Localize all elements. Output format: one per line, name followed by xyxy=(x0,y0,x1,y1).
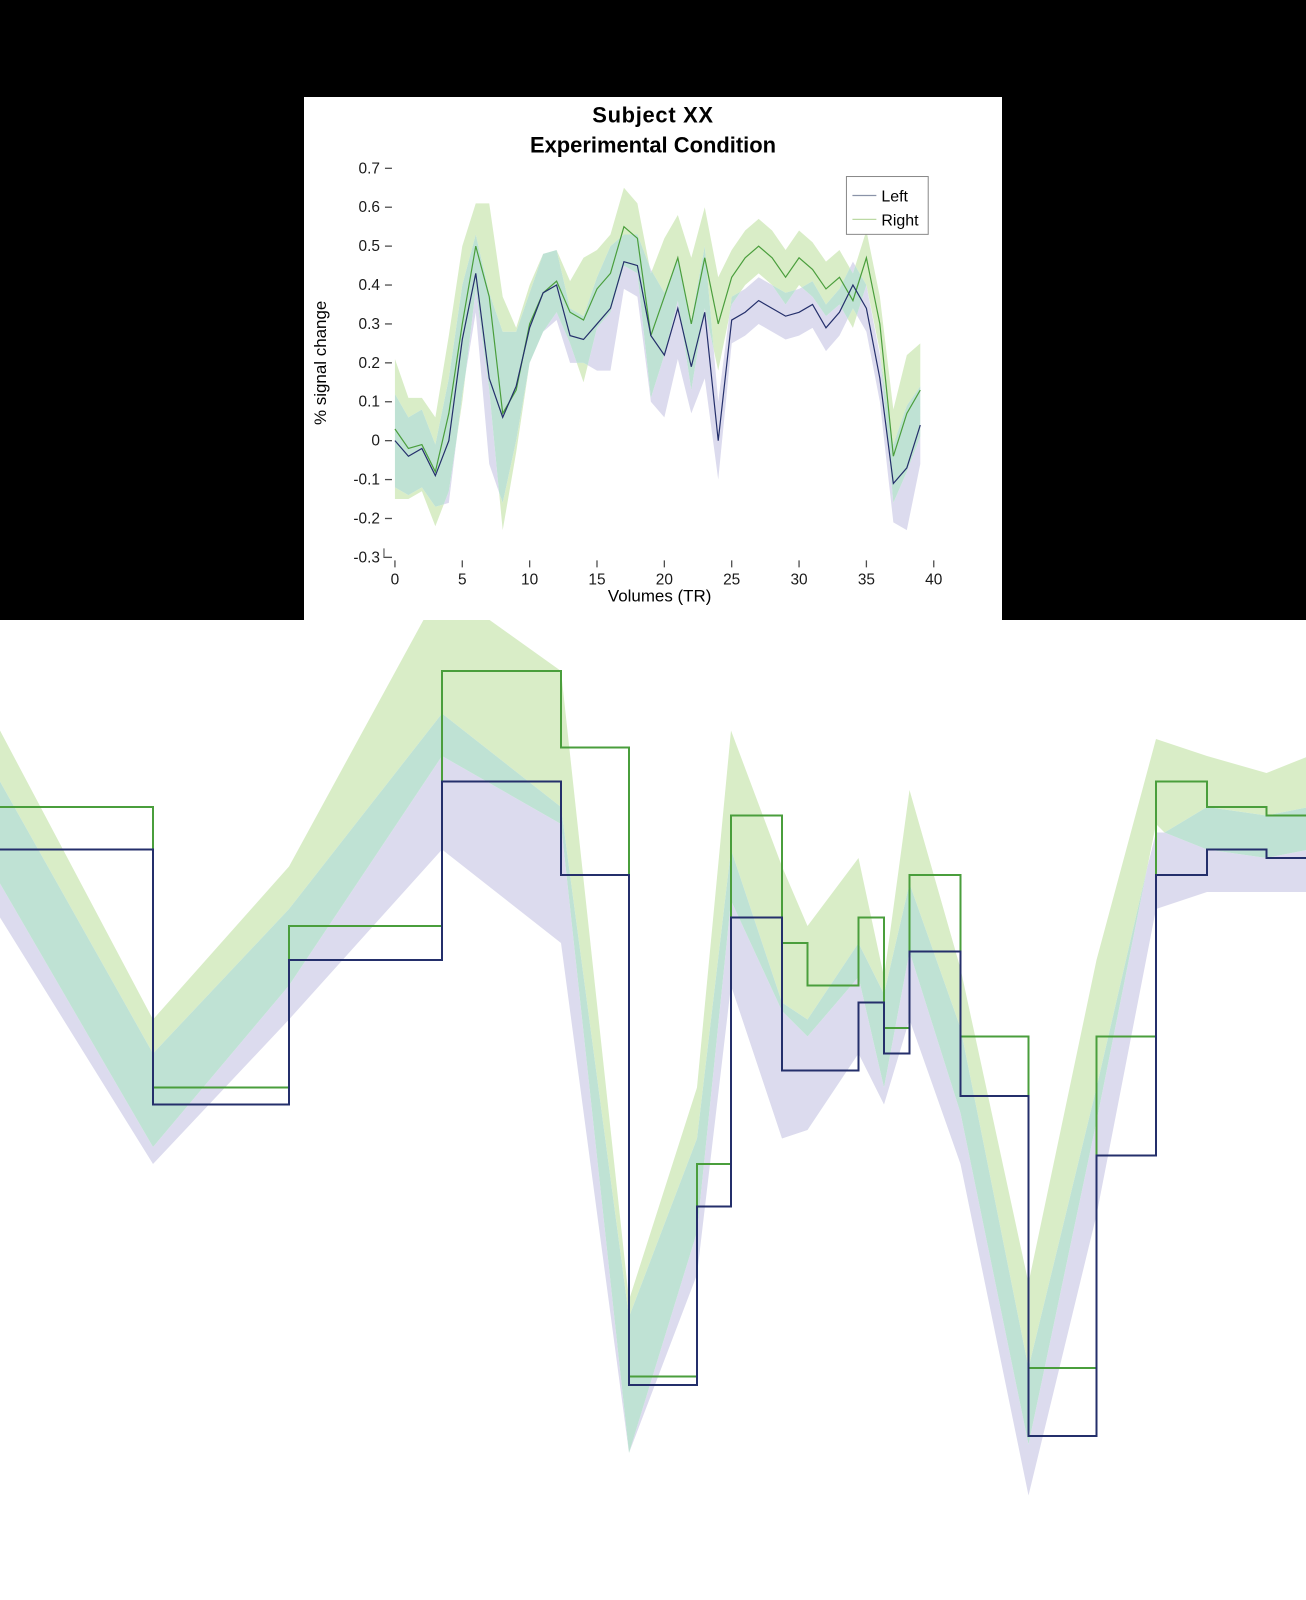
svg-text:0.3: 0.3 xyxy=(359,316,380,333)
svg-text:5: 5 xyxy=(458,571,467,588)
svg-text:0.7: 0.7 xyxy=(359,160,380,177)
svg-text:0.4: 0.4 xyxy=(359,277,381,294)
svg-text:0: 0 xyxy=(371,433,380,450)
svg-text:0.6: 0.6 xyxy=(359,199,380,216)
svg-text:0.1: 0.1 xyxy=(359,394,380,411)
svg-text:Subject XX: Subject XX xyxy=(592,103,714,128)
svg-text:0.2: 0.2 xyxy=(359,355,380,372)
svg-text:10: 10 xyxy=(521,571,538,588)
svg-text:0.5: 0.5 xyxy=(359,238,380,255)
svg-text:-0.1: -0.1 xyxy=(353,472,380,489)
svg-text:15: 15 xyxy=(588,571,605,588)
svg-text:% signal change: % signal change xyxy=(311,301,330,425)
svg-text:30: 30 xyxy=(790,571,807,588)
svg-text:Right: Right xyxy=(881,212,919,229)
svg-text:35: 35 xyxy=(858,571,875,588)
svg-text:40: 40 xyxy=(925,571,942,588)
svg-text:Experimental Condition: Experimental Condition xyxy=(530,133,776,158)
svg-text:-0.3: -0.3 xyxy=(353,549,380,566)
svg-text:25: 25 xyxy=(723,571,740,588)
svg-text:Left: Left xyxy=(881,188,908,205)
svg-text:Volumes (TR): Volumes (TR) xyxy=(608,586,712,605)
svg-text:-0.2: -0.2 xyxy=(353,510,380,527)
svg-text:0: 0 xyxy=(391,571,400,588)
